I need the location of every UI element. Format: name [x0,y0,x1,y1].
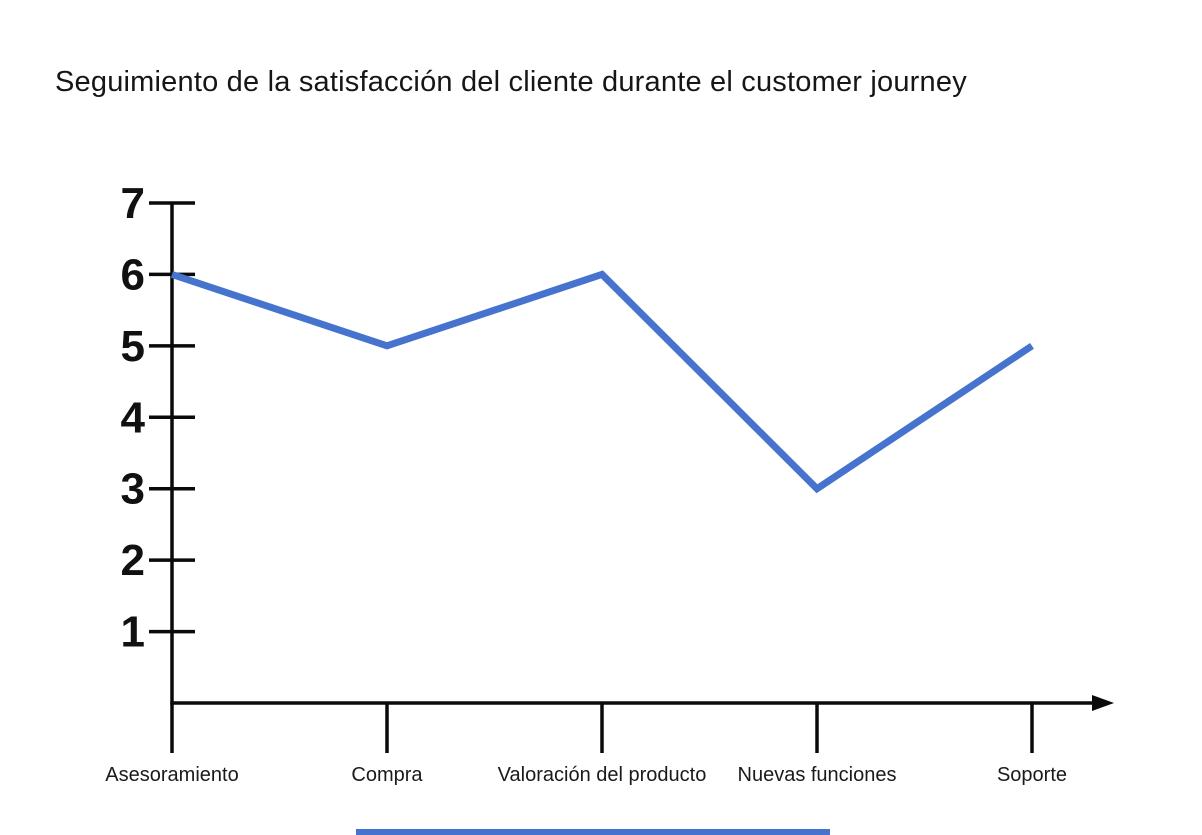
y-tick-label: 6 [121,250,145,299]
x-axis-label: Nuevas funciones [738,764,897,786]
x-axis-label: Valoración del producto [498,764,707,786]
y-tick-label: 5 [121,322,145,371]
y-tick-label: 7 [121,179,145,228]
x-axis-label: Soporte [997,764,1067,786]
y-tick-label: 4 [121,393,146,442]
bottom-accent-bar [356,829,830,835]
chart-title: Seguimiento de la satisfacción del clien… [55,66,967,98]
data-line-series [170,270,1034,494]
y-tick-label: 2 [121,536,145,585]
x-axis-label: Asesoramiento [105,764,238,786]
x-axis-label: Compra [351,764,423,786]
y-tick-label: 3 [121,465,145,514]
y-tick-label: 1 [121,608,145,657]
x-axis-arrowhead [1092,695,1114,711]
